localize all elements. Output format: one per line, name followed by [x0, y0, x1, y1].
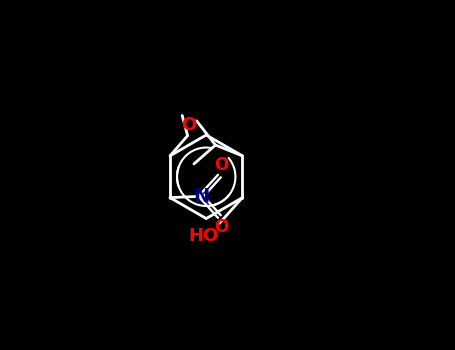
Text: O: O — [181, 116, 197, 134]
Text: O: O — [214, 218, 228, 236]
Text: HO: HO — [188, 227, 218, 245]
Text: O: O — [214, 156, 228, 174]
Text: N: N — [193, 187, 210, 206]
